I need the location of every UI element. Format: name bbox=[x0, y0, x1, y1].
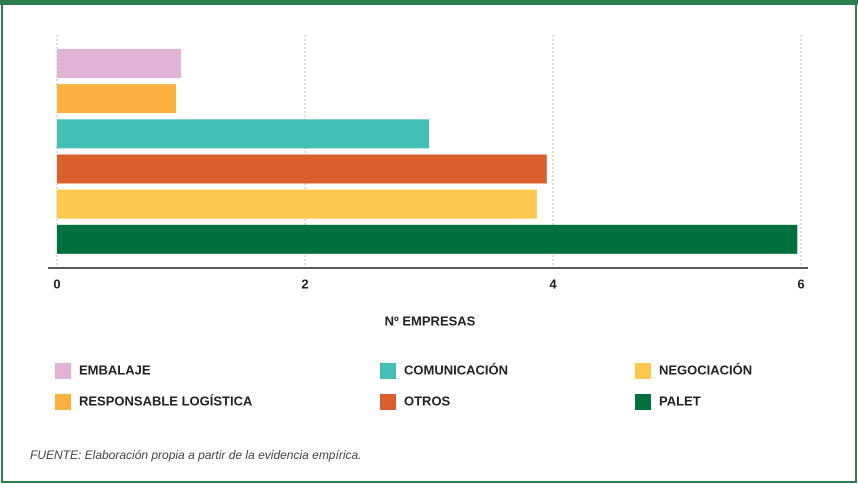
bar bbox=[57, 154, 547, 184]
x-tick-label: 0 bbox=[53, 276, 60, 291]
bar bbox=[57, 224, 798, 254]
bar bbox=[57, 84, 177, 114]
legend-swatch bbox=[635, 394, 651, 410]
legend-label: RESPONSABLE LOGÍSTICA bbox=[79, 393, 253, 408]
legend-label: EMBALAJE bbox=[79, 362, 151, 377]
bar bbox=[57, 49, 181, 78]
bar bbox=[57, 189, 537, 219]
legend-swatch bbox=[635, 363, 651, 379]
top-band bbox=[0, 0, 858, 5]
legend-label: NEGOCIACIÓN bbox=[659, 362, 752, 377]
x-tick-label: 2 bbox=[301, 276, 308, 291]
legend-swatch bbox=[380, 394, 396, 410]
source-note: FUENTE: Elaboración propia a partir de l… bbox=[30, 448, 362, 462]
legend-label: COMUNICACIÓN bbox=[404, 362, 508, 377]
legend-swatch bbox=[55, 394, 71, 410]
legend-label: OTROS bbox=[404, 393, 451, 408]
legend-swatch bbox=[55, 363, 71, 379]
legend-swatch bbox=[380, 363, 396, 379]
x-axis-label: Nº EMPRESAS bbox=[385, 313, 476, 328]
x-tick-label: 4 bbox=[549, 276, 557, 291]
x-tick-label: 6 bbox=[797, 276, 804, 291]
bar bbox=[57, 119, 429, 149]
legend-label: PALET bbox=[659, 393, 701, 408]
